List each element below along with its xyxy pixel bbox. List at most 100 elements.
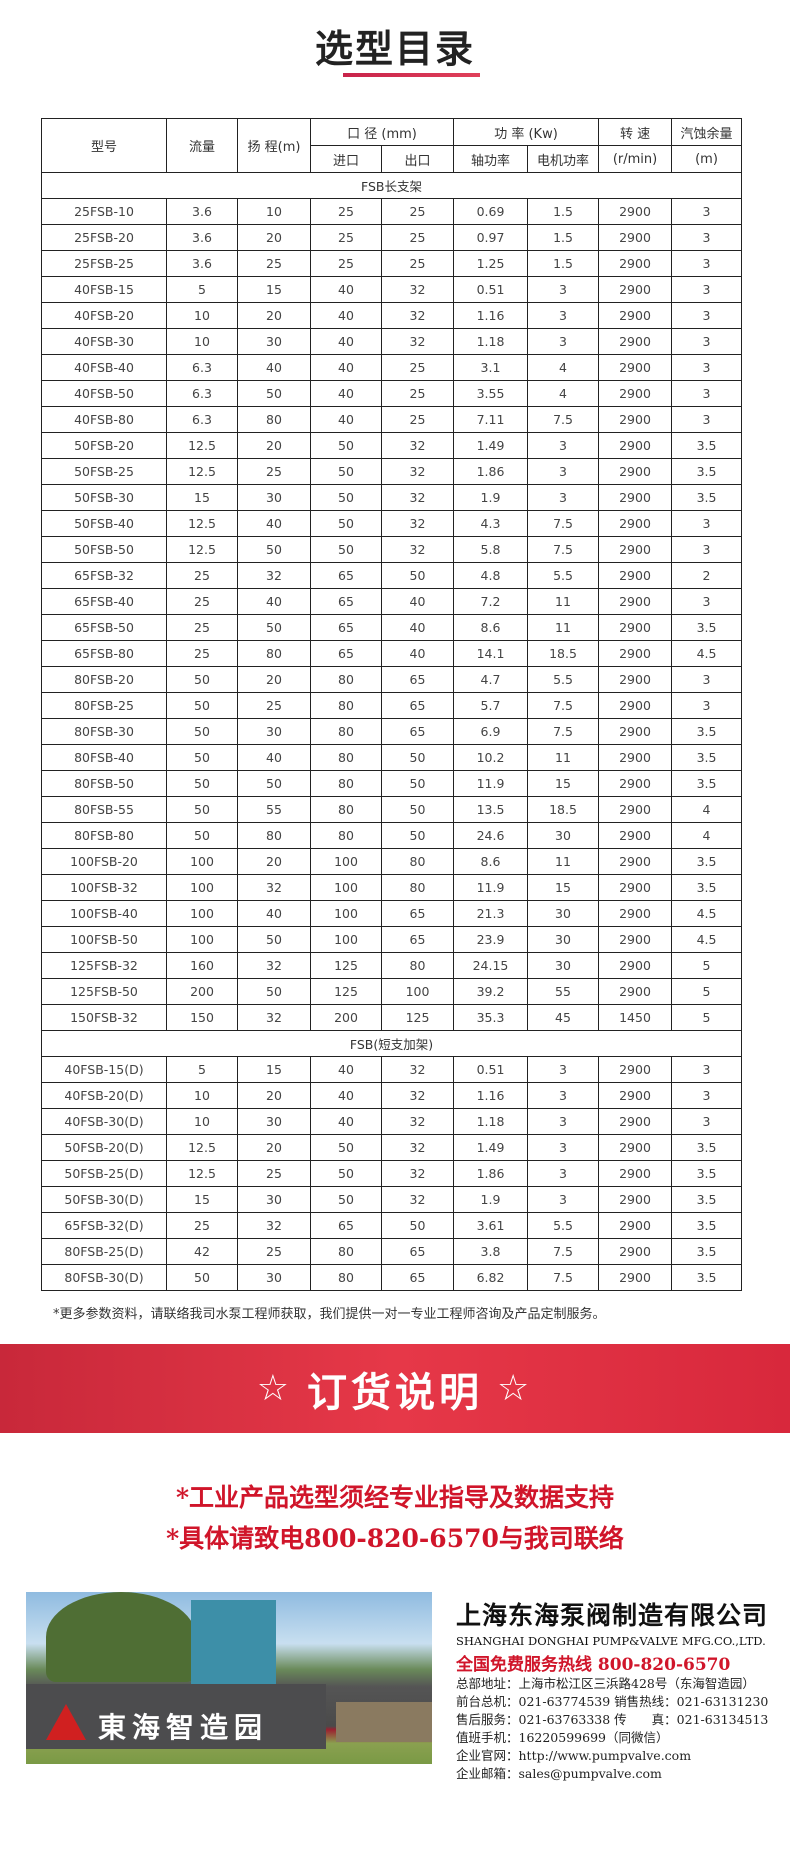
table-cell: 1.18 [453,1108,528,1135]
table-row: 80FSB-55 50 55 80 50 13.5 18.5 2900 4 [41,796,743,823]
table-cell: 65 [381,718,454,745]
table-cell: 7.11 [453,406,528,433]
table-cell: 30 [237,1108,311,1135]
company-logo-icon [46,1704,86,1740]
table-cell: 2900 [598,692,673,719]
table-cell: 50 [381,770,454,797]
table-cell: 80 [381,874,454,901]
table-cell: 40 [310,1056,382,1083]
table-cell: 4 [526,380,600,407]
table-cell: 15 [237,276,311,303]
table-cell: 40 [381,614,454,641]
table-cell: 11 [526,848,600,875]
table-cell: 80 [381,952,454,979]
table-cell: 1.18 [453,328,528,355]
table-cell: 40 [310,328,382,355]
table-cell: 3.5 [671,614,743,641]
table-cell: 1.25 [453,250,528,277]
table-cell: 80 [310,744,382,771]
table-cell: 6.3 [166,380,238,407]
table-cell: 80 [310,1264,382,1291]
table-cell: 30 [237,1186,311,1213]
table-cell: 40 [310,380,382,407]
table-cell: 15 [526,770,600,797]
table-cell: 3 [671,302,743,329]
table-cell: 4.5 [671,900,743,927]
table-cell: 50FSB-30(D) [41,1186,167,1213]
table-cell: 3 [671,536,743,563]
table-cell: 3.6 [166,224,238,251]
building-shape [191,1600,276,1685]
table-cell: 3.1 [453,354,528,381]
email-link[interactable]: 企业邮箱：sales@pumpvalve.com [456,1766,662,1781]
table-cell: 25 [381,354,454,381]
table-cell: 20 [237,1134,311,1161]
table-cell: 80FSB-30 [41,718,167,745]
table-cell: 3.5 [671,744,743,771]
table-row: 80FSB-20 50 20 80 65 4.7 5.5 2900 3 [41,666,743,693]
table-cell: 4 [526,354,600,381]
table-cell: 80 [310,666,382,693]
table-cell: 3 [671,510,743,537]
website-link[interactable]: 企业官网：http://www.pumpvalve.com [456,1748,692,1763]
company-name-cn: 上海东海泵阀制造有限公司 [456,1601,769,1630]
table-cell: 14.1 [453,640,528,667]
table-cell: 2900 [598,900,673,927]
table-cell: 50 [237,614,311,641]
table-cell: 3 [526,276,600,303]
table-cell: 7.2 [453,588,528,615]
table-cell: 2900 [598,1160,673,1187]
table-cell: 5.5 [526,1212,600,1239]
table-cell: 12.5 [166,536,238,563]
header-flow: 流量 [166,118,238,173]
table-row: 80FSB-25(D) 42 25 80 65 3.8 7.5 2900 3.5 [41,1238,743,1265]
table-cell: 50 [166,822,238,849]
table-cell: 18.5 [526,796,600,823]
table-cell: 80 [237,640,311,667]
table-row: 40FSB-15(D) 5 15 40 32 0.51 3 2900 3 [41,1056,743,1083]
table-cell: 3 [671,1056,743,1083]
table-row: 50FSB-25(D) 12.5 25 50 32 1.86 3 2900 3.5 [41,1160,743,1187]
table-cell: 5.5 [526,562,600,589]
table-cell: 32 [237,1004,311,1031]
table-cell: 50 [310,1160,382,1187]
table-cell: 50FSB-25 [41,458,167,485]
table-row: 50FSB-20(D) 12.5 20 50 32 1.49 3 2900 3.5 [41,1134,743,1161]
table-cell: 100FSB-20 [41,848,167,875]
table-cell: 2900 [598,562,673,589]
table-cell: 2900 [598,1238,673,1265]
table-cell: 65 [310,640,382,667]
table-cell: 25 [166,614,238,641]
table-cell: 200 [166,978,238,1005]
page-title: 选型目录 [314,27,475,71]
table-cell: 2900 [598,1134,673,1161]
table-cell: 32 [381,302,454,329]
table-cell: 7.5 [526,1238,600,1265]
table-cell: 50 [237,380,311,407]
table-cell: 10 [166,302,238,329]
table-cell: 0.51 [453,1056,528,1083]
table-cell: 80 [310,1238,382,1265]
header-speed: 转 速 [598,118,673,146]
address: 总部地址：上海市松江区三浜路428号（东海智造园） [456,1676,755,1691]
table-cell: 80 [310,718,382,745]
table-cell: 20 [237,848,311,875]
table-row: 40FSB-15 5 15 40 32 0.51 3 2900 3 [41,276,743,303]
table-cell: 5 [166,276,238,303]
table-cell: 3.5 [671,1134,743,1161]
company-info: 上海东海泵阀制造有限公司 SHANGHAI DONGHAI PUMP&VALVE… [456,1596,786,1783]
table-cell: 10 [166,328,238,355]
table-cell: 3.5 [671,1212,743,1239]
table-cell: 2900 [598,250,673,277]
table-cell: 2900 [598,978,673,1005]
table-cell: 4.8 [453,562,528,589]
table-cell: 25 [310,224,382,251]
table-cell: 2900 [598,328,673,355]
table-cell: 100FSB-50 [41,926,167,953]
table-cell: 7.5 [526,718,600,745]
table-cell: 50 [166,692,238,719]
table-cell: 3 [671,354,743,381]
table-cell: 3.5 [671,848,743,875]
table-cell: 50 [237,978,311,1005]
table-cell: 3.5 [671,770,743,797]
